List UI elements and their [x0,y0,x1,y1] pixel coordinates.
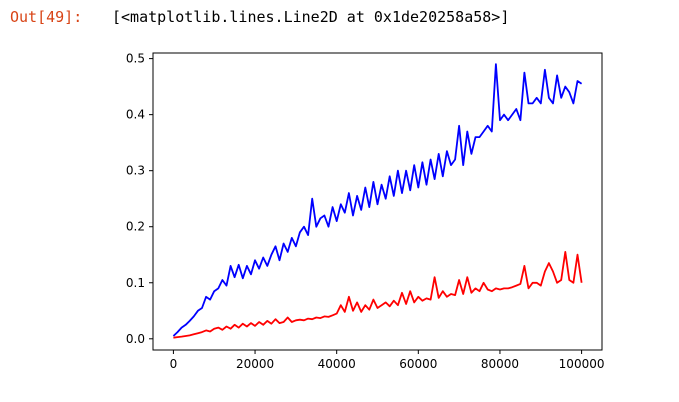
output-prompt: Out[49]: [10,8,83,26]
x-tick-label: 0 [170,357,178,371]
output-row: Out[49]: [<matplotlib.lines.Line2D at 0x… [0,0,679,40]
y-tick-label: 0.1 [126,276,145,290]
x-tick-label: 80000 [481,357,519,371]
plot-frame [152,52,603,351]
y-tick-label: 0.2 [126,220,145,234]
series-line-1 [172,63,583,337]
y-tick-label: 0.4 [126,108,145,122]
y-tick-label: 0.0 [126,332,145,346]
x-tick-label: 40000 [318,357,356,371]
y-tick-label: 0.3 [126,164,145,178]
x-tick-label: 20000 [236,357,274,371]
y-tick-label: 0.5 [126,52,145,66]
x-tick-label: 100000 [559,357,605,371]
output-repr-text: [<matplotlib.lines.Line2D at 0x1de20258a… [112,8,510,26]
series-line-2 [173,251,583,339]
x-tick-label: 60000 [399,357,437,371]
